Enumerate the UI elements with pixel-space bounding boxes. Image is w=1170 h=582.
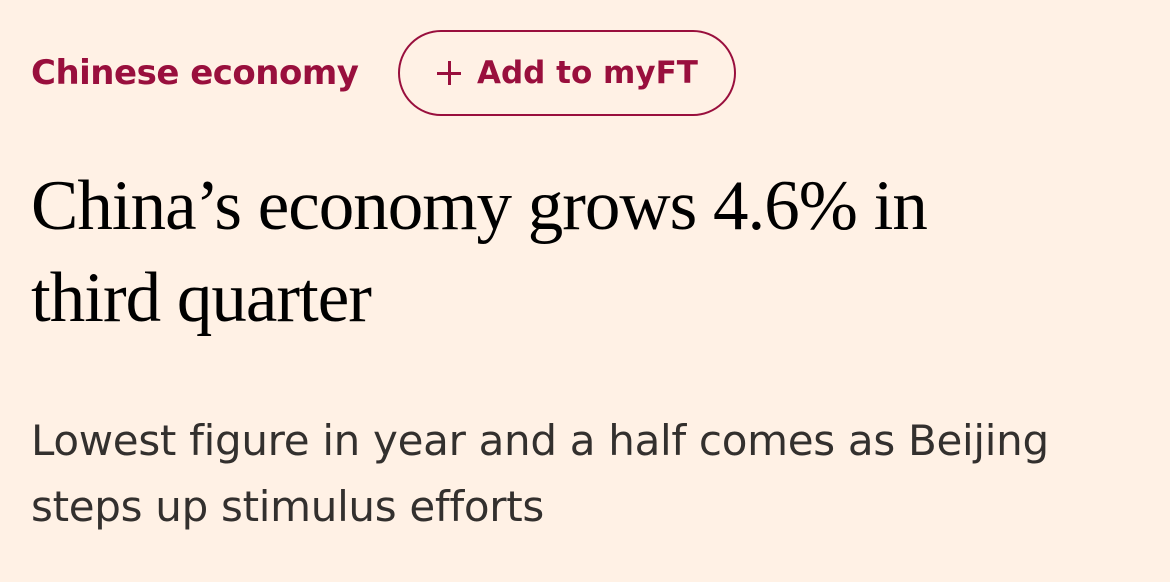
plus-icon — [436, 61, 461, 85]
headline: China’s economy grows 4.6% in third quar… — [31, 167, 928, 337]
add-to-myft-label: Add to myFT — [476, 55, 698, 91]
standfirst: Lowest figure in year and a half comes a… — [31, 416, 1049, 531]
add-to-myft-button[interactable]: Add to myFT — [398, 30, 737, 116]
topic-link[interactable]: Chinese economy — [31, 53, 359, 93]
topic-row: Chinese economy Add to myFT — [31, 28, 737, 118]
